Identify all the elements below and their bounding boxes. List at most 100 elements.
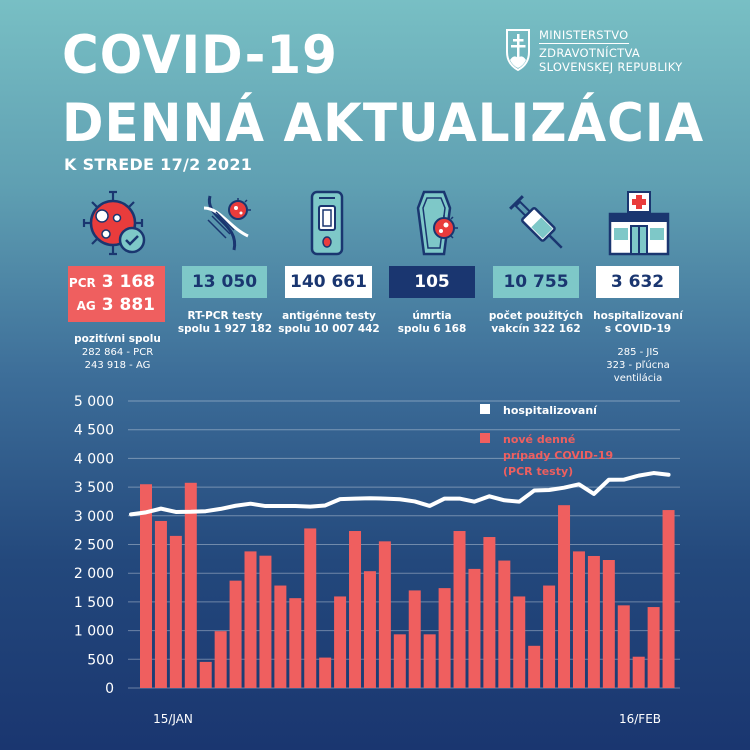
hospitalized-caption-line2: s COVID-19: [604, 323, 672, 335]
ag-value: 3 881: [101, 295, 155, 315]
x-tick-label: 16/FEB: [619, 712, 661, 726]
case-bar: [334, 596, 347, 688]
case-bar: [662, 510, 675, 688]
rtpcr-caption-line2: spolu 1 927 182: [177, 323, 273, 335]
virus-check-icon: [82, 190, 146, 256]
chart-y-axis: 0 500 1 000 1 500 2 000 2 500 3 000 3 500 4 000 4…: [74, 394, 114, 697]
case-bar: [498, 560, 511, 688]
rtpcr-tests-box: 13 050: [182, 266, 267, 298]
case-bar: [214, 631, 227, 688]
case-bar: [229, 580, 242, 688]
positive-caption-pcr: 282 864 - PCR: [81, 347, 154, 358]
legend-swatch-cases: [480, 433, 490, 443]
case-bar: [453, 531, 466, 688]
y-tick-label: 1 500: [74, 595, 114, 611]
page-title-line2: DENNÁ AKTUALIZÁCIA: [62, 92, 705, 154]
hospitalized-caption-ventilation: 323 - pľúcna ventilácia: [606, 360, 670, 384]
hospitalized-caption: hospitalizovaní s COVID-19 285 - JIS 323…: [583, 310, 693, 385]
y-tick-label: 2 500: [74, 538, 114, 554]
hospitalized-caption-line1: hospitalizovaní: [593, 310, 683, 322]
chart-bars-series: [140, 482, 675, 688]
y-tick-label: 4 000: [74, 451, 114, 467]
y-tick-label: 0: [105, 681, 114, 697]
case-bar: [393, 634, 406, 688]
case-bar: [632, 656, 645, 688]
rtpcr-caption-line1: RT-PCR testy: [187, 310, 263, 322]
case-bar: [408, 590, 421, 688]
case-bar: [244, 551, 257, 688]
vaccines-box: 10 755: [493, 266, 579, 298]
antigen-caption-line1: antigénne testy: [282, 310, 376, 322]
hospitalized-box: 3 632: [596, 266, 679, 298]
case-bar: [199, 661, 212, 688]
antigen-test-icon: [310, 190, 344, 256]
hospitalized-caption-jis: 285 - JIS: [617, 347, 659, 358]
ministry-name-line2: ZDRAVOTNÍCTVA: [539, 46, 641, 60]
case-bar: [423, 634, 436, 688]
case-bar: [558, 505, 571, 688]
case-bar: [259, 555, 272, 688]
case-bar: [289, 598, 302, 688]
legend-label-hospitalized: hospitalizovaní: [503, 404, 598, 417]
y-tick-label: 3 500: [74, 480, 114, 496]
syringe-icon: [509, 195, 563, 249]
vaccines-caption-line1: počet použitých: [488, 310, 584, 322]
chart-legend: hospitalizovaní nové denné prípady COVID-1…: [480, 404, 613, 478]
case-bar: [587, 555, 600, 688]
case-bar: [378, 541, 391, 688]
case-bar: [363, 571, 376, 688]
chart-x-axis: 15/JAN 16/FEB: [153, 712, 661, 726]
deaths-caption-line2: spolu 6 168: [397, 323, 467, 335]
positive-caption-title: pozitívni spolu: [74, 333, 161, 345]
pcr-value: 3 168: [101, 272, 155, 292]
report-date: K STREDE 17/2 2021: [64, 155, 253, 174]
deaths-box: 105: [389, 266, 475, 298]
legend-label-cases: prípady COVID-19: [503, 449, 613, 462]
case-bar: [543, 585, 556, 688]
y-tick-label: 4 500: [74, 423, 114, 439]
y-tick-label: 500: [87, 652, 114, 668]
rtpcr-caption: RT-PCR testy spolu 1 927 182: [170, 310, 280, 336]
positive-caption: pozitívni spolu 282 864 - PCR 243 918 - …: [60, 333, 175, 372]
vaccines-caption-line2: vakcín 322 162: [491, 323, 581, 335]
legend-label-cases: (PCR testy): [503, 465, 573, 478]
case-bar: [513, 596, 526, 688]
case-bar: [602, 559, 615, 688]
case-bar: [468, 568, 481, 688]
hospitalized-line: [129, 471, 671, 517]
case-bar: [438, 588, 451, 688]
ag-label: AG: [76, 299, 96, 313]
x-tick-label: 15/JAN: [153, 712, 193, 726]
case-bar: [528, 645, 541, 688]
page-title-line1: COVID-19: [62, 24, 338, 86]
antigen-tests-box: 140 661: [285, 266, 372, 298]
deaths-caption-line1: úmrtia: [412, 310, 452, 322]
case-bar: [274, 585, 287, 688]
coffin-virus-icon: [416, 190, 458, 256]
legend-swatch-hospitalized: [480, 404, 490, 414]
case-bar: [617, 605, 630, 688]
case-bar: [140, 484, 152, 688]
case-bar: [647, 607, 660, 688]
hospital-icon: [608, 191, 670, 256]
y-tick-label: 1 000: [74, 624, 114, 640]
case-bar: [483, 537, 496, 688]
antigen-caption-line2: spolu 10 007 442: [278, 323, 380, 335]
positive-caption-ag: 243 918 - AG: [84, 360, 151, 371]
case-bar: [154, 520, 167, 688]
antigen-caption: antigénne testy spolu 10 007 442: [272, 310, 386, 336]
deaths-caption: úmrtia spolu 6 168: [380, 310, 484, 336]
case-bar: [349, 531, 362, 688]
y-tick-label: 2 000: [74, 566, 114, 582]
dna-virus-icon: [203, 195, 251, 251]
y-tick-label: 3 000: [74, 509, 114, 525]
ministry-logo: MINISTERSTVO ZDRAVOTNÍCTVA SLOVENSKEJ RE…: [505, 28, 683, 74]
ministry-name-line1: MINISTERSTVO: [539, 28, 629, 44]
cases-chart: 0 500 1 000 1 500 2 000 2 500 3 000 3 500 4 000 4…: [74, 394, 680, 726]
case-bar: [572, 551, 585, 688]
vaccines-caption: počet použitých vakcín 322 162: [484, 310, 588, 336]
pcr-label: PCR: [68, 276, 96, 290]
y-tick-label: 5 000: [74, 394, 114, 410]
positive-cases-box: PCR 3 168 AG 3 881: [68, 266, 165, 322]
ministry-name-line3: SLOVENSKEJ REPUBLIKY: [539, 60, 683, 74]
